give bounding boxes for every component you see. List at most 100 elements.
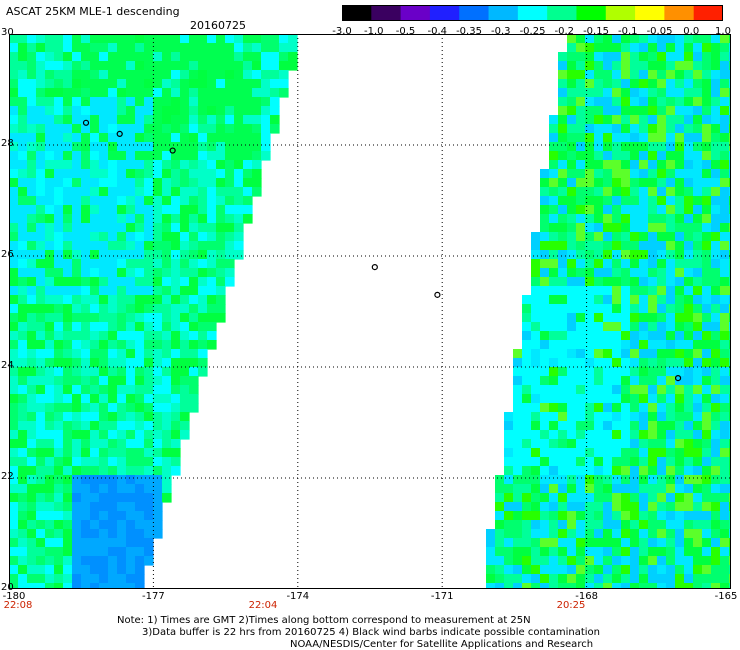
swath-cell xyxy=(27,241,37,251)
swath-cell xyxy=(27,205,37,215)
swath-cell xyxy=(612,268,622,278)
swath-cell xyxy=(549,151,559,161)
swath-cell xyxy=(585,70,595,80)
swath-cell xyxy=(576,322,586,332)
swath-cell xyxy=(144,457,154,467)
swath-cell xyxy=(63,484,73,494)
swath-cell xyxy=(108,466,118,476)
swath-cell xyxy=(612,349,622,359)
swath-cell xyxy=(675,583,685,589)
swath-cell xyxy=(567,313,577,323)
swath-cell xyxy=(27,376,37,386)
swath-cell xyxy=(27,142,37,152)
swath-cell xyxy=(675,178,685,188)
swath-cell xyxy=(585,430,595,440)
swath-cell xyxy=(153,106,163,116)
swath-cell xyxy=(72,133,82,143)
swath-cell xyxy=(99,565,109,575)
swath-cell xyxy=(54,160,64,170)
swath-cell xyxy=(198,340,208,350)
swath-cell xyxy=(684,511,694,521)
swath-cell xyxy=(693,358,703,368)
swath-cell xyxy=(621,241,631,251)
swath-cell xyxy=(639,358,649,368)
swath-cell xyxy=(603,466,613,476)
swath-cell xyxy=(594,520,604,530)
swath-cell xyxy=(63,88,73,98)
swath-cell xyxy=(585,493,595,503)
swath-cell xyxy=(54,205,64,215)
swath-cell xyxy=(639,547,649,557)
swath-cell xyxy=(36,250,46,260)
swath-cell xyxy=(117,439,127,449)
swath-cell xyxy=(18,358,28,368)
swath-cell xyxy=(126,295,136,305)
swath-cell xyxy=(594,358,604,368)
swath-cell xyxy=(693,430,703,440)
swath-cell xyxy=(585,169,595,179)
swath-cell xyxy=(72,394,82,404)
swath-cell xyxy=(108,529,118,539)
swath-cell xyxy=(108,493,118,503)
swath-cell xyxy=(513,385,523,395)
swath-cell xyxy=(189,205,199,215)
swath-cell xyxy=(720,547,730,557)
swath-cell xyxy=(621,142,631,152)
swath-cell xyxy=(621,133,631,143)
swath-cell xyxy=(234,232,244,242)
swath-cell xyxy=(567,340,577,350)
swath-cell xyxy=(153,493,163,503)
swath-cell xyxy=(702,367,712,377)
swath-cell xyxy=(720,574,730,584)
swath-cell xyxy=(54,286,64,296)
swath-cell xyxy=(9,538,19,548)
swath-cell xyxy=(576,34,586,44)
swath-cell xyxy=(9,484,19,494)
swath-cell xyxy=(684,502,694,512)
swath-cell xyxy=(603,367,613,377)
swath-cell xyxy=(45,538,55,548)
swath-cell xyxy=(81,376,91,386)
swath-cell xyxy=(90,520,100,530)
swath-cell xyxy=(621,358,631,368)
swath-cell xyxy=(216,52,226,62)
swath-cell xyxy=(63,106,73,116)
swath-cell xyxy=(225,61,235,71)
swath-cell xyxy=(594,34,604,44)
swath-cell xyxy=(135,34,145,44)
swath-cell xyxy=(630,250,640,260)
swath-cell xyxy=(81,403,91,413)
swath-cell xyxy=(657,268,667,278)
swath-cell xyxy=(702,34,712,44)
swath-cell xyxy=(135,547,145,557)
swath-cell xyxy=(702,61,712,71)
swath-cell xyxy=(171,187,181,197)
swath-cell xyxy=(549,313,559,323)
swath-cell xyxy=(702,52,712,62)
swath-cell xyxy=(153,529,163,539)
swath-cell xyxy=(63,538,73,548)
swath-cell xyxy=(684,79,694,89)
swath-cell xyxy=(666,403,676,413)
swath-cell xyxy=(603,556,613,566)
swath-cell xyxy=(657,133,667,143)
swath-cell xyxy=(99,466,109,476)
swath-cell xyxy=(558,448,568,458)
swath-cell xyxy=(639,187,649,197)
swath-cell xyxy=(657,520,667,530)
swath-cell xyxy=(558,70,568,80)
swath-cell xyxy=(666,430,676,440)
swath-cell xyxy=(594,376,604,386)
swath-cell xyxy=(153,439,163,449)
swath-cell xyxy=(189,385,199,395)
swath-cell xyxy=(666,142,676,152)
swath-cell xyxy=(117,34,127,44)
swath-cell xyxy=(522,529,532,539)
swath-cell xyxy=(225,241,235,251)
swath-cell xyxy=(621,511,631,521)
swath-cell xyxy=(144,115,154,125)
swath-cell xyxy=(522,349,532,359)
swath-cell xyxy=(621,259,631,269)
swath-cell xyxy=(630,277,640,287)
swath-cell xyxy=(108,214,118,224)
